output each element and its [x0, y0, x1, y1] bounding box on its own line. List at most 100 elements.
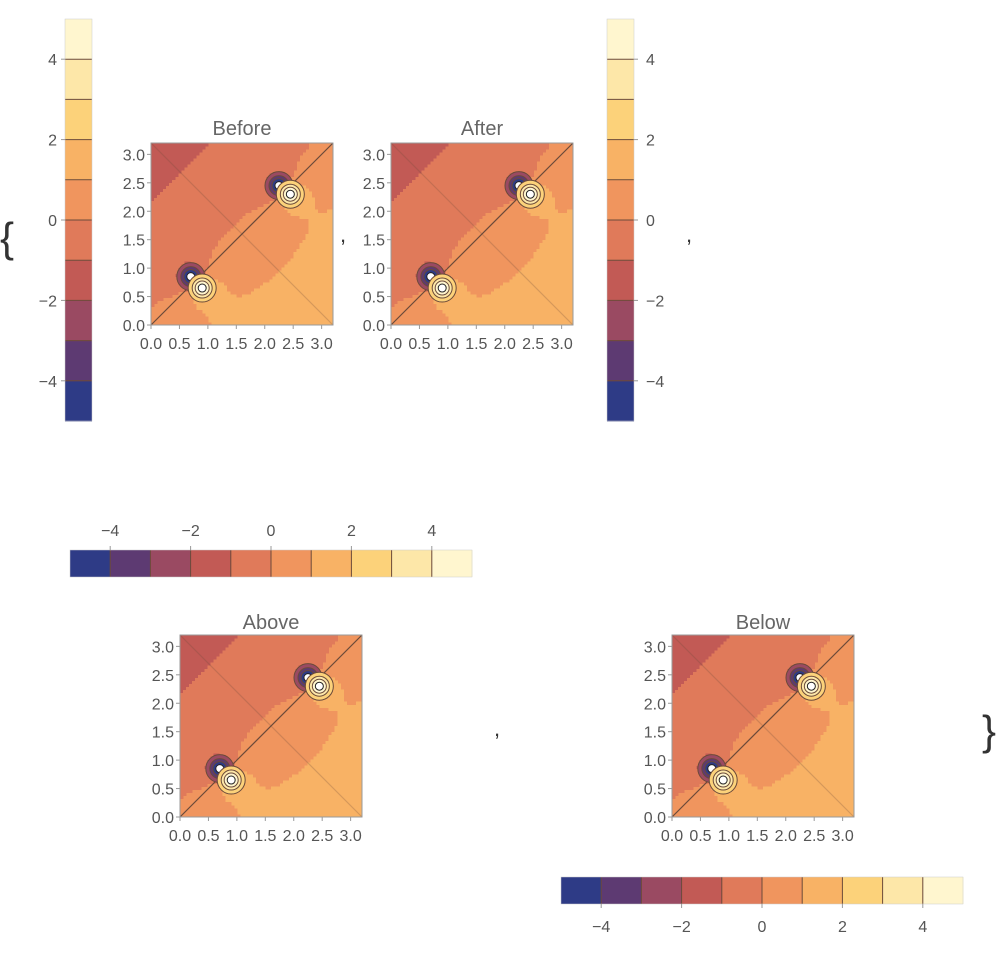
y-tick-label: 1.5 — [644, 725, 666, 742]
chart-above: Above 0.0 0.5 1.0 1.5 2.0 2.5 3.0 0.0 0.5 1.0 1.5 2.… — [152, 612, 363, 845]
colorbar-tick-label: 0 — [646, 213, 655, 230]
colorbar-band — [607, 260, 634, 301]
colorbar-tick-label: 2 — [347, 523, 356, 540]
y-tick-label: 2.5 — [152, 668, 174, 685]
colorbar-band — [391, 550, 433, 577]
colorbar-tick-label: −2 — [646, 293, 664, 310]
y-tick-label: 0.5 — [363, 290, 385, 307]
colorbar-band — [110, 550, 151, 577]
chart-title: Above — [243, 612, 300, 634]
colorbar-tick-label: −2 — [181, 523, 199, 540]
colorbar-tick-label: −2 — [39, 293, 57, 310]
y-tick-label: 2.0 — [123, 204, 145, 221]
y-tick-label: 0.5 — [152, 782, 174, 799]
y-tick-label: 3.0 — [123, 147, 145, 164]
colorbar-band — [762, 877, 803, 904]
colorbar-band — [65, 260, 92, 301]
colorbar-tick-label: −4 — [101, 523, 119, 540]
colorbar-tick-label: 4 — [427, 523, 436, 540]
colorbar-tick-label: 2 — [646, 133, 655, 150]
comma-3: , — [494, 716, 500, 741]
x-tick-label: 0.5 — [408, 336, 430, 353]
cross-contour — [390, 142, 574, 326]
colorbar-band — [70, 550, 111, 577]
colorbar-band — [65, 300, 92, 342]
y-tick-label: 2.5 — [363, 176, 385, 193]
plot-frame — [150, 142, 334, 326]
colorbar-right: −4 −2 0 2 4 — [606, 18, 664, 422]
chart-after: After 0.0 0.5 1.0 1.5 2.0 2.5 3.0 0.0 0.5 1.0 1.5 2.… — [363, 118, 574, 353]
colorbar-band — [721, 877, 763, 904]
colorbar-band — [802, 877, 843, 904]
plot-frame — [671, 634, 855, 818]
colorbar-band — [882, 877, 924, 904]
contour-fill — [672, 635, 855, 818]
colorbar-bottom: −4 −2 0 2 4 — [560, 876, 964, 936]
x-tick-label: 2.5 — [522, 336, 544, 353]
y-tick-label: 0.0 — [123, 318, 145, 335]
colorbar-band — [431, 550, 473, 577]
x-tick-label: 2.0 — [775, 828, 797, 845]
chart-below: Below 0.0 0.5 1.0 1.5 2.0 2.5 3.0 0.0 0.5 1.0 1.5 2.… — [644, 612, 855, 845]
colorbar-band — [351, 550, 393, 577]
pole-3 — [314, 681, 324, 691]
y-tick-label: 0.0 — [644, 810, 666, 827]
cross-contour — [671, 634, 855, 818]
y-tick-label: 1.0 — [644, 753, 666, 770]
x-tick-label: 2.0 — [254, 336, 276, 353]
colorbar-band — [607, 340, 634, 382]
colorbar-left: −4 −2 0 2 4 — [39, 18, 93, 422]
comma-1: , — [340, 222, 346, 247]
colorbar-tick-label: −4 — [39, 374, 57, 391]
cross-contour — [150, 142, 334, 326]
chart-before: Before 0.0 0.5 1.0 1.5 2.0 2.5 3.0 0.0 0.5 1.0 1.5 2… — [123, 118, 334, 353]
y-tick-label: 2.0 — [363, 204, 385, 221]
colorbar-band — [607, 380, 634, 422]
y-tick-label: 3.0 — [644, 639, 666, 656]
x-tick-label: 1.0 — [226, 828, 248, 845]
colorbar-tick-label: 0 — [48, 213, 57, 230]
x-tick-label: 0.5 — [689, 828, 711, 845]
x-tick-label: 1.0 — [197, 336, 219, 353]
plot-frame — [390, 142, 574, 326]
colorbar-band — [65, 139, 92, 181]
colorbar-band — [607, 99, 634, 141]
colorbar-band — [311, 550, 352, 577]
x-tick-label: 0.0 — [140, 336, 162, 353]
colorbar-band — [190, 550, 232, 577]
colorbar-tick-label: 4 — [646, 52, 655, 69]
colorbar-band — [65, 19, 92, 60]
y-tick-label: 0.5 — [644, 782, 666, 799]
x-tick-label: 1.5 — [465, 336, 487, 353]
x-tick-label: 2.5 — [803, 828, 825, 845]
x-tick-label: 0.0 — [661, 828, 683, 845]
colorbar-band — [65, 59, 92, 100]
colorbar-tick-label: 0 — [267, 523, 276, 540]
pole-1 — [718, 775, 728, 785]
diagonal-contour — [671, 634, 855, 818]
colorbar-tick-label: −2 — [672, 919, 690, 936]
pole-1 — [437, 283, 447, 293]
colorbar-band — [65, 340, 92, 382]
open-brace: { — [0, 214, 14, 261]
x-tick-label: 3.0 — [311, 336, 333, 353]
x-tick-label: 3.0 — [340, 828, 362, 845]
colorbar-band — [230, 550, 272, 577]
pole-3 — [525, 189, 535, 199]
x-tick-label: 3.0 — [832, 828, 854, 845]
y-tick-label: 0.0 — [152, 810, 174, 827]
colorbar-band — [271, 550, 312, 577]
x-tick-label: 1.5 — [746, 828, 768, 845]
contour-fill — [180, 635, 363, 818]
chart-title: Below — [736, 612, 791, 634]
y-tick-label: 0.0 — [363, 318, 385, 335]
y-tick-label: 2.0 — [152, 696, 174, 713]
pole-1 — [226, 775, 236, 785]
colorbar-band — [65, 179, 92, 221]
colorbar-tick-label: 4 — [918, 919, 927, 936]
x-tick-label: 1.0 — [718, 828, 740, 845]
colorbar-tick-label: 0 — [758, 919, 767, 936]
colorbar-band — [681, 877, 723, 904]
cross-contour — [179, 634, 363, 818]
